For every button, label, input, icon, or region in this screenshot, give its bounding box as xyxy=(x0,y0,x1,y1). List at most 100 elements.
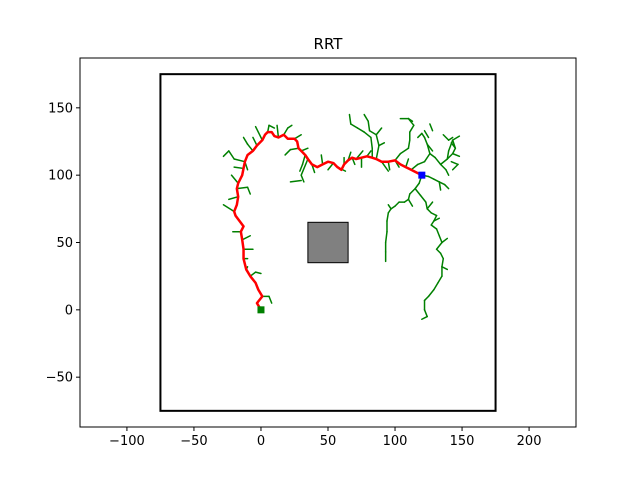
tree-edge xyxy=(407,139,411,149)
tree-edge xyxy=(450,142,457,149)
tree-edge xyxy=(233,158,246,163)
tree-edge xyxy=(434,156,442,166)
y-tick-label: 150 xyxy=(48,101,73,116)
tree-edge xyxy=(427,175,435,180)
tree-edge xyxy=(289,147,300,151)
tree-edge xyxy=(445,169,450,176)
tree-edge xyxy=(378,142,386,147)
x-tick-label: 200 xyxy=(517,434,542,449)
tree-edge xyxy=(375,127,383,136)
tree-edge xyxy=(421,132,426,139)
tree-edge xyxy=(387,204,392,210)
tree-edge xyxy=(387,208,392,214)
x-tick-label: 100 xyxy=(383,434,408,449)
tree-edge xyxy=(405,158,410,168)
tree-edge xyxy=(407,198,414,207)
axis-ticks: −100 −50 0 50 100 150 200 −50 0 50 100 150 xyxy=(46,101,542,449)
tree-edge xyxy=(438,181,446,186)
chart-title: RRT xyxy=(314,35,344,53)
tree-edge xyxy=(439,163,447,171)
tree-edge xyxy=(375,134,380,147)
tree-edge xyxy=(450,160,459,166)
tree-edge xyxy=(433,282,439,291)
tree-edge xyxy=(403,198,410,203)
tree-edge xyxy=(441,257,445,268)
obstacle xyxy=(307,221,349,264)
tree-edge xyxy=(419,194,427,203)
tree-edge xyxy=(228,195,239,201)
tree-edge xyxy=(363,113,369,123)
tree-edge xyxy=(423,136,428,145)
tree-edge xyxy=(426,201,434,210)
tree-edge xyxy=(233,166,245,170)
tree-edge xyxy=(421,315,428,321)
tree-edge xyxy=(399,147,410,155)
tree-edge xyxy=(242,136,249,145)
tree-edge xyxy=(429,152,436,159)
tree-edge xyxy=(451,135,461,141)
tree-edge xyxy=(246,186,251,195)
tree-edge xyxy=(407,117,414,123)
tree-edge xyxy=(241,235,251,241)
tree-edge xyxy=(423,295,430,302)
tree-edge xyxy=(410,163,419,171)
tree-edge xyxy=(222,204,235,213)
tree-edge xyxy=(435,248,442,255)
tree-edge xyxy=(222,150,230,158)
tree-edge xyxy=(407,193,411,201)
tree-edge xyxy=(439,158,449,166)
tree-edge xyxy=(252,136,258,147)
tree-edge xyxy=(430,224,438,230)
tree-edge xyxy=(283,127,289,136)
tree-edge xyxy=(356,127,365,133)
tree-edge xyxy=(289,179,302,183)
tree-edge xyxy=(236,186,249,190)
y-tick-label: 100 xyxy=(48,169,73,184)
tree-edge xyxy=(268,124,276,129)
tree-edge xyxy=(284,148,292,156)
tree-edge xyxy=(367,120,371,132)
tree-edge xyxy=(390,205,396,210)
tree-edge xyxy=(426,143,434,152)
plot-area xyxy=(159,73,497,412)
tree-edge xyxy=(437,275,443,284)
tree-edge xyxy=(426,208,432,214)
tree-edge xyxy=(451,152,461,158)
tree-edge xyxy=(430,212,438,217)
goal-marker xyxy=(418,171,426,179)
tree-edge xyxy=(442,134,450,141)
tree-edge xyxy=(438,235,443,244)
y-tick-label: 0 xyxy=(65,303,73,318)
tree-edge xyxy=(438,181,442,191)
x-tick-label: 150 xyxy=(450,434,475,449)
tree-edge xyxy=(387,160,391,171)
tree-edge xyxy=(435,228,441,237)
tree-edge xyxy=(384,230,388,244)
tree-edge xyxy=(414,187,422,197)
x-tick-label: 0 xyxy=(257,434,265,449)
tree-edge xyxy=(417,132,423,139)
tree-edge xyxy=(299,163,304,172)
tree-edge xyxy=(429,123,434,132)
y-tick-label: 50 xyxy=(56,236,73,251)
tree-edge xyxy=(363,131,372,139)
tree-edge xyxy=(451,163,459,171)
x-tick-label: −50 xyxy=(180,434,207,449)
tree-edge xyxy=(417,160,426,166)
y-tick-label: −50 xyxy=(46,371,73,386)
x-tick-label: −100 xyxy=(109,434,145,449)
tree-edge xyxy=(414,182,420,190)
tree-edge xyxy=(386,212,390,222)
tree-edge xyxy=(246,143,254,152)
tree-edge xyxy=(370,136,373,149)
tree-edge xyxy=(423,129,430,139)
tree-edge xyxy=(441,265,449,271)
tree-edge xyxy=(441,237,449,244)
tree-edge xyxy=(287,124,293,129)
start-marker xyxy=(257,306,265,314)
tree-edge xyxy=(443,183,450,190)
tree-edge xyxy=(394,152,402,162)
tree-edge xyxy=(394,201,400,207)
tree-edge xyxy=(368,129,378,136)
